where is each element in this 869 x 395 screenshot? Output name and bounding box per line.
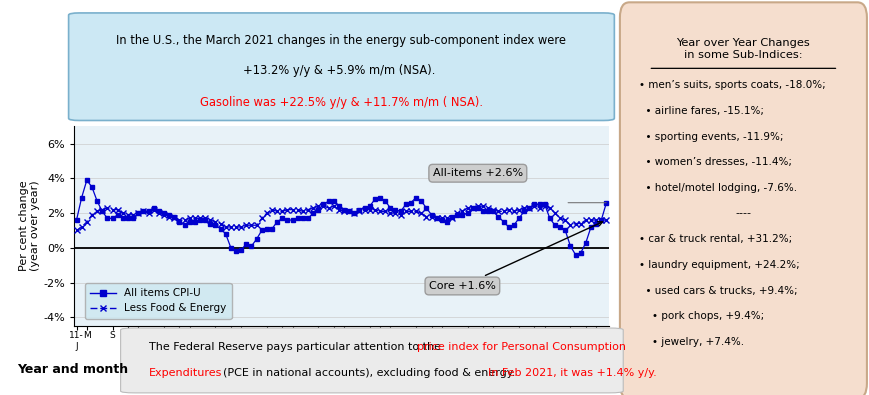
Text: • car & truck rental, +31.2%;: • car & truck rental, +31.2%;	[638, 234, 792, 244]
Text: All-items +2.6%: All-items +2.6%	[432, 168, 522, 178]
Text: price index for Personal Consumption: price index for Personal Consumption	[416, 342, 626, 352]
Text: • airline fares, -15.1%;: • airline fares, -15.1%;	[638, 106, 763, 116]
FancyBboxPatch shape	[620, 2, 866, 395]
Text: • hotel/motel lodging, -7.6%.: • hotel/motel lodging, -7.6%.	[638, 183, 796, 193]
Text: In Feb 2021, it was +1.4% y/y.: In Feb 2021, it was +1.4% y/y.	[488, 368, 656, 378]
Text: • pork chops, +9.4%;: • pork chops, +9.4%;	[638, 311, 763, 321]
Text: Gasoline was +22.5% y/y & +11.7% m/m ( NSA).: Gasoline was +22.5% y/y & +11.7% m/m ( N…	[200, 96, 482, 109]
Text: ----: ----	[734, 209, 751, 218]
Text: • men’s suits, sports coats, -18.0%;: • men’s suits, sports coats, -18.0%;	[638, 80, 825, 90]
Text: Core +1.6%: Core +1.6%	[428, 222, 602, 291]
FancyBboxPatch shape	[69, 13, 614, 120]
Text: In the U.S., the March 2021 changes in the energy sub-component index were: In the U.S., the March 2021 changes in t…	[116, 34, 566, 47]
Text: Year and month: Year and month	[17, 363, 129, 376]
Legend: All items CPI-U, Less Food & Energy: All items CPI-U, Less Food & Energy	[84, 283, 231, 319]
Text: Year over Year Changes
in some Sub-Indices:: Year over Year Changes in some Sub-Indic…	[676, 38, 809, 60]
Text: • sporting events, -11.9%;: • sporting events, -11.9%;	[638, 132, 782, 142]
Text: • laundry equipment, +24.2%;: • laundry equipment, +24.2%;	[638, 260, 799, 270]
FancyBboxPatch shape	[121, 328, 622, 393]
Text: +13.2% y/y & +5.9% m/m (NSA).: +13.2% y/y & +5.9% m/m (NSA).	[243, 64, 439, 77]
Text: • jewelry, +7.4%.: • jewelry, +7.4%.	[638, 337, 743, 347]
Text: • women’s dresses, -11.4%;: • women’s dresses, -11.4%;	[638, 157, 791, 167]
Text: • used cars & trucks, +9.4%;: • used cars & trucks, +9.4%;	[638, 286, 797, 295]
Y-axis label: Per cent change
(year over year): Per cent change (year over year)	[19, 181, 40, 271]
Text: The Federal Reserve pays particular attention to the: The Federal Reserve pays particular atte…	[149, 342, 444, 352]
Text: Expenditures: Expenditures	[149, 368, 222, 378]
Text: (PCE in national accounts), excluding food & energy.: (PCE in national accounts), excluding fo…	[222, 368, 518, 378]
